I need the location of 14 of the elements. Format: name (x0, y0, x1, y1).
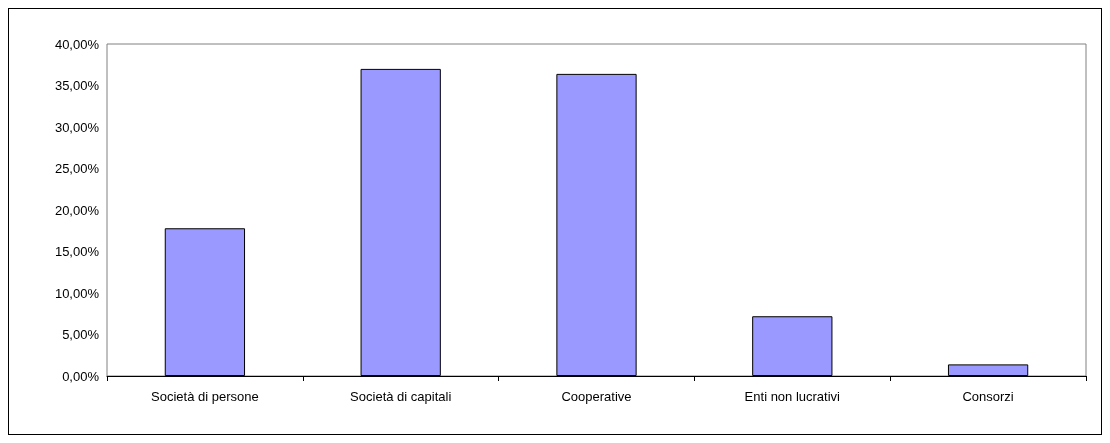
y-tick-label: 5,00% (62, 327, 100, 342)
y-tick-label: 30,00% (54, 119, 100, 135)
y-tick-label: 10,00% (54, 285, 100, 301)
y-tick-label: 15,00% (54, 244, 100, 259)
x-tick-label: Consorzi (962, 389, 1014, 404)
x-tick-label: Società di persone (151, 389, 259, 404)
y-tick-label: 40,00% (54, 36, 100, 52)
x-tick-label: Società di capitali (350, 389, 452, 404)
y-tick-label: 25,00% (54, 161, 100, 176)
x-tick-label: Enti non lucrativi (744, 389, 841, 404)
x-tick-label: Cooperative (561, 389, 632, 404)
y-tick-label: 35,00% (54, 78, 100, 93)
y-tick-label: 0,00% (62, 368, 100, 384)
y-tick-label: 20,00% (54, 202, 100, 218)
